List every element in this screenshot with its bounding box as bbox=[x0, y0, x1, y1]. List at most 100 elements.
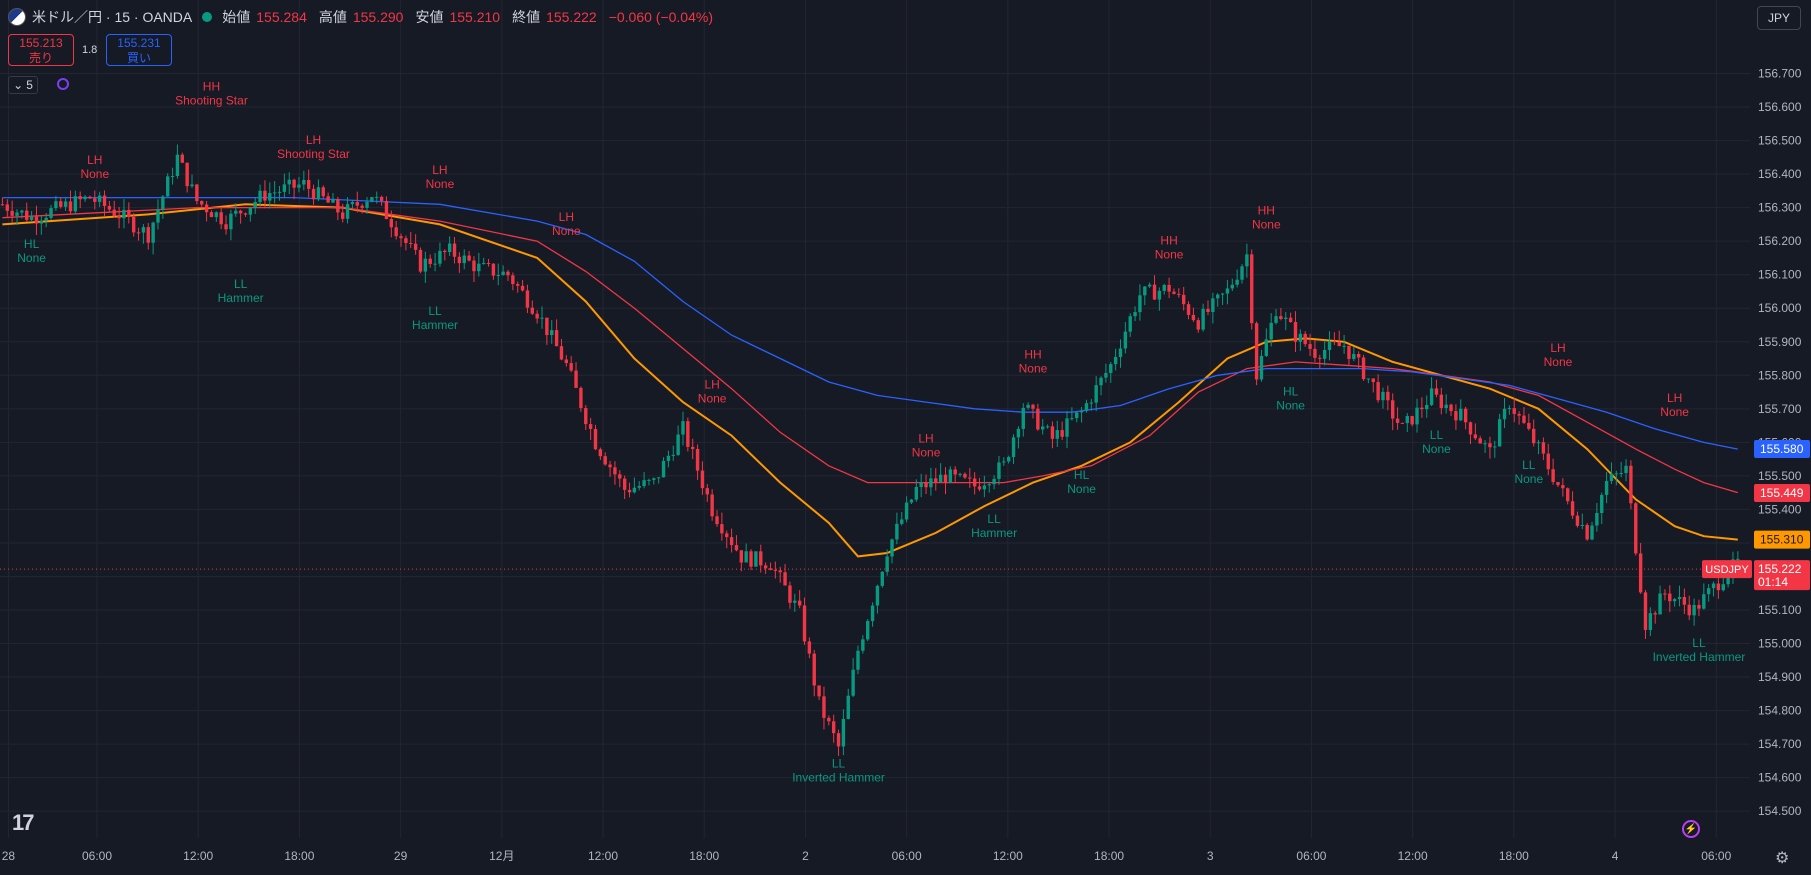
swing-pattern-label: Shooting Star bbox=[277, 147, 350, 161]
swing-pattern-label: None bbox=[912, 445, 941, 459]
candle-body bbox=[253, 201, 257, 208]
candle-body bbox=[1600, 494, 1604, 513]
price-tick-label: 155.500 bbox=[1758, 469, 1802, 483]
currency-flag-icon bbox=[8, 8, 26, 26]
candle-body bbox=[156, 209, 160, 223]
currency-button[interactable]: JPY bbox=[1757, 6, 1801, 30]
tradingview-logo[interactable]: 17 bbox=[12, 810, 35, 835]
candle-body bbox=[1415, 407, 1419, 425]
candle-body bbox=[1575, 515, 1580, 526]
candle-body bbox=[370, 197, 374, 202]
swing-pattern-label: None bbox=[1660, 405, 1689, 419]
candle-body bbox=[1716, 583, 1721, 591]
candle-body bbox=[1488, 443, 1492, 448]
candle-body bbox=[846, 695, 850, 719]
candle-body bbox=[1541, 442, 1546, 454]
candle-body bbox=[530, 307, 534, 314]
candle-body bbox=[443, 250, 447, 253]
swing-type-label: HL bbox=[24, 237, 40, 251]
candle-body bbox=[793, 600, 797, 603]
swing-type-label: LH bbox=[306, 133, 321, 147]
candle-body bbox=[686, 421, 690, 447]
candle-body bbox=[263, 190, 267, 201]
candle-body bbox=[1230, 284, 1234, 289]
lightning-icon[interactable]: ⚡ bbox=[1682, 820, 1700, 838]
swing-pattern-label: None bbox=[426, 177, 455, 191]
swing-pattern-label: None bbox=[1544, 355, 1573, 369]
candle-body bbox=[870, 605, 875, 622]
market-status-icon bbox=[202, 12, 213, 22]
swing-pattern-label: Hammer bbox=[412, 318, 458, 332]
candle-body bbox=[895, 523, 899, 540]
candle-body bbox=[1313, 348, 1317, 358]
candle-body bbox=[540, 317, 544, 319]
swing-type-label: LH bbox=[432, 163, 447, 177]
candle-body bbox=[204, 204, 209, 213]
candle-body bbox=[229, 213, 233, 230]
buy-label: 買い bbox=[126, 51, 151, 65]
swing-pattern-label: None bbox=[1155, 248, 1184, 262]
candle-body bbox=[681, 421, 685, 435]
candle-body bbox=[39, 220, 44, 224]
spread-value: 1.8 bbox=[82, 44, 98, 56]
candle-body bbox=[953, 469, 957, 475]
time-tick-label: 12月 bbox=[489, 849, 514, 863]
price-tick-label: 156.700 bbox=[1758, 67, 1802, 81]
gear-icon[interactable]: ⚙ bbox=[1775, 850, 1790, 867]
candle-body bbox=[1463, 408, 1468, 423]
grid-lines bbox=[0, 0, 1750, 838]
candle-body bbox=[219, 212, 223, 225]
candle-body bbox=[691, 446, 695, 449]
price-tick-label: 154.800 bbox=[1758, 704, 1802, 718]
candle-body bbox=[1303, 333, 1307, 345]
symbol-title[interactable]: 米ドル／円 · 15 · OANDA bbox=[32, 9, 193, 25]
candle-body bbox=[559, 346, 564, 360]
candle-body bbox=[34, 216, 39, 224]
ema_fast-badge bbox=[1754, 530, 1810, 549]
candle-body bbox=[836, 733, 841, 747]
indicator-count: 5 bbox=[26, 78, 33, 92]
candle-body bbox=[1133, 312, 1137, 317]
candle-body bbox=[44, 217, 48, 221]
price-axis[interactable]: 156.700 156.600 156.500 156.400 156.300 156.2… bbox=[1758, 67, 1802, 819]
candle-body bbox=[608, 464, 612, 468]
candle-body bbox=[462, 255, 466, 264]
price-tick-label: 155.800 bbox=[1758, 368, 1802, 382]
low-label: 安値 bbox=[415, 9, 444, 25]
candle-body bbox=[963, 473, 967, 478]
candle-body bbox=[564, 359, 569, 364]
buy-button[interactable]: 155.231 買い bbox=[106, 34, 172, 66]
candle-body bbox=[1386, 391, 1390, 401]
ema_slow-badge bbox=[1754, 440, 1810, 459]
candle-body bbox=[1308, 344, 1312, 349]
sell-price: 155.213 bbox=[19, 36, 63, 50]
candle-body bbox=[1104, 372, 1108, 378]
candle-body bbox=[63, 201, 68, 207]
candle-body bbox=[1366, 378, 1371, 380]
candle-body bbox=[652, 478, 656, 480]
candle-body bbox=[1128, 316, 1132, 332]
candle-body bbox=[613, 467, 617, 475]
candle-body bbox=[1347, 345, 1351, 359]
time-axis[interactable]: 28 06:00 12:00 18:00 29 12月 12:00 18:00 2 06:00 12… bbox=[2, 849, 1732, 863]
candle-body bbox=[1454, 411, 1458, 421]
candle-body bbox=[1439, 394, 1444, 409]
sell-button[interactable]: 155.213 売り bbox=[8, 34, 74, 66]
low-value: 155.210 bbox=[449, 9, 501, 25]
candle-body bbox=[861, 639, 865, 651]
high-label: 高値 bbox=[318, 9, 347, 25]
candle-body bbox=[734, 545, 739, 551]
candle-body bbox=[1726, 576, 1730, 585]
candle-body bbox=[1692, 604, 1696, 616]
candle-body bbox=[1711, 583, 1716, 589]
candle-body bbox=[1269, 322, 1273, 340]
candle-body bbox=[1235, 279, 1239, 285]
time-tick-label: 06:00 bbox=[1701, 849, 1731, 863]
indicator-collapse-button[interactable]: ⌄ 5 bbox=[8, 76, 38, 94]
candle-body bbox=[739, 550, 744, 563]
last-price-badge bbox=[1754, 560, 1810, 591]
close-value: 155.222 bbox=[546, 9, 597, 25]
candle-body bbox=[195, 184, 199, 202]
candle-body bbox=[778, 570, 782, 573]
